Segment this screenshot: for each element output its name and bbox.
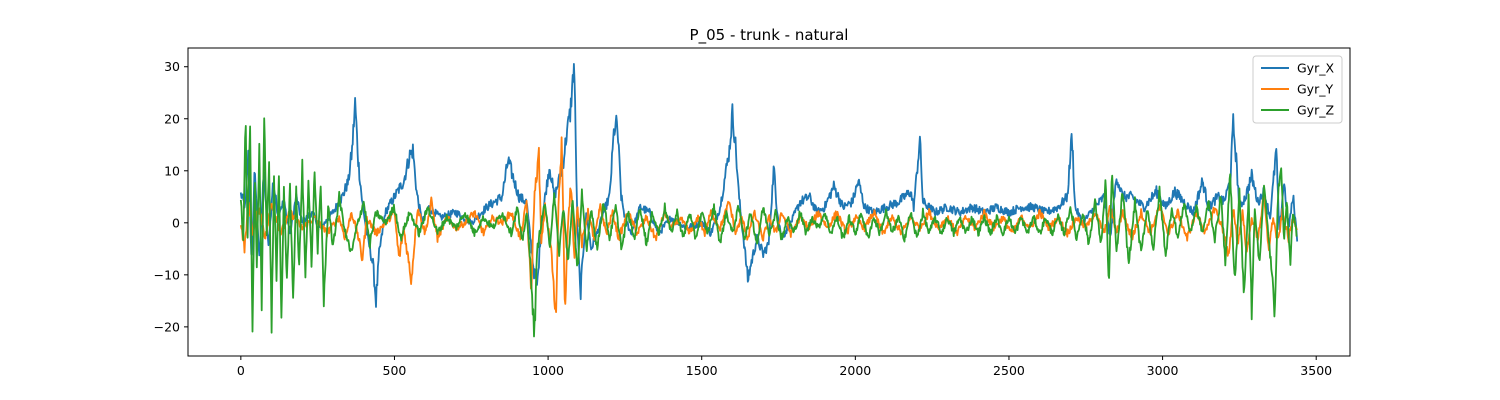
x-tick-label: 3000 [1147, 363, 1179, 378]
y-tick-label: 30 [164, 59, 180, 74]
plot-frame [187, 47, 1351, 357]
chart-title: P_05 - trunk - natural [690, 26, 849, 45]
series-line-gyr-z [239, 117, 1298, 338]
legend-label-gyr-x: Gyr_X [1297, 61, 1334, 76]
y-tick-label: 10 [164, 163, 180, 178]
series-line-gyr-y [239, 136, 1298, 313]
x-axis: 0 500 1000 1500 2000 2500 3000 3500 [237, 356, 1332, 378]
legend-box [1252, 55, 1343, 124]
x-tick-label: 0 [237, 363, 245, 378]
x-tick-label: 500 [383, 363, 407, 378]
y-tick-label: 0 [172, 215, 180, 230]
legend: Gyr_X Gyr_Y Gyr_Z [1252, 55, 1343, 124]
y-tick-label: 20 [164, 111, 180, 126]
x-tick-label: 3500 [1300, 363, 1332, 378]
x-tick-label: 1500 [686, 363, 718, 378]
x-tick-label: 2000 [839, 363, 871, 378]
y-tick-label: −20 [154, 319, 180, 334]
x-tick-label: 2500 [993, 363, 1025, 378]
series-layer [239, 63, 1299, 338]
y-axis: −20 −10 0 10 20 30 [154, 59, 188, 334]
legend-label-gyr-y: Gyr_Y [1297, 82, 1333, 97]
legend-label-gyr-z: Gyr_Z [1297, 103, 1334, 118]
y-tick-label: −10 [154, 267, 180, 282]
series-line-gyr-x [239, 63, 1299, 308]
x-tick-label: 1000 [532, 363, 564, 378]
plot-area [188, 48, 1350, 356]
